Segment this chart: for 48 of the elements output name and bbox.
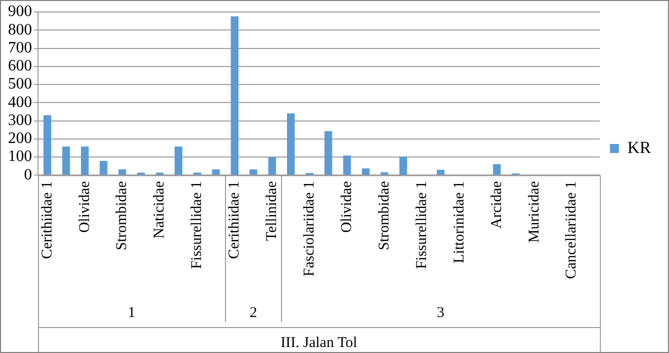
bar	[174, 146, 182, 175]
y-tick-label: 600	[8, 58, 32, 75]
y-tick-label: 0	[24, 166, 32, 184]
x-tick-label: Strombidae	[114, 180, 130, 250]
x-tick-label: Naticidae	[152, 180, 168, 239]
text: 2	[250, 304, 258, 321]
y-tick-label: 500	[8, 76, 32, 93]
x-tick-label: Muricidae	[526, 180, 542, 243]
x-tick-label: Fissurellidae 1	[189, 181, 206, 270]
bar	[286, 113, 295, 175]
bar	[362, 168, 370, 175]
x-tick-label: Cancellariidae 1	[564, 181, 580, 280]
text: 3	[436, 304, 444, 321]
bar	[250, 169, 258, 175]
x-tick-label: Fasciolariidae 1	[302, 181, 318, 277]
x-tick-label: Cerithiidae 1	[226, 181, 243, 260]
legend-label: KR	[627, 138, 652, 157]
bar	[343, 156, 351, 175]
y-tick-label: 100	[8, 148, 32, 166]
y-tick-label: 200	[8, 130, 32, 148]
y-tick-label: 800	[8, 21, 32, 38]
x-tick-label: Cerithiidae 1	[39, 181, 56, 260]
bar	[212, 169, 220, 175]
y-tick-label: 900	[8, 3, 32, 20]
x-tick-label: Strombidae	[376, 180, 392, 250]
bar	[324, 131, 332, 175]
x-tick-label: Olividae	[76, 180, 93, 233]
x-tick-label: Littorinidae 1	[451, 181, 468, 264]
bar	[44, 115, 52, 175]
bar	[268, 157, 276, 175]
text: III. Jalan Tol	[280, 334, 358, 351]
bar	[230, 16, 239, 175]
x-tick-label: Tellinidae	[264, 180, 280, 241]
text: 1	[128, 304, 136, 321]
y-tick-label: 300	[8, 112, 32, 129]
bar	[100, 160, 108, 175]
x-tick-label: Arcidae	[488, 180, 505, 229]
y-tick-label: 700	[8, 39, 32, 56]
bar	[80, 146, 89, 175]
x-tick-label: Fissurellidae 1	[414, 181, 430, 270]
bar	[62, 146, 70, 175]
bar	[436, 170, 445, 175]
y-tick-label: 400	[8, 94, 32, 111]
x-tick-label: Olividae	[338, 180, 355, 233]
bar	[380, 172, 388, 175]
bar	[493, 164, 501, 175]
bar	[118, 169, 126, 175]
bar	[399, 156, 408, 175]
